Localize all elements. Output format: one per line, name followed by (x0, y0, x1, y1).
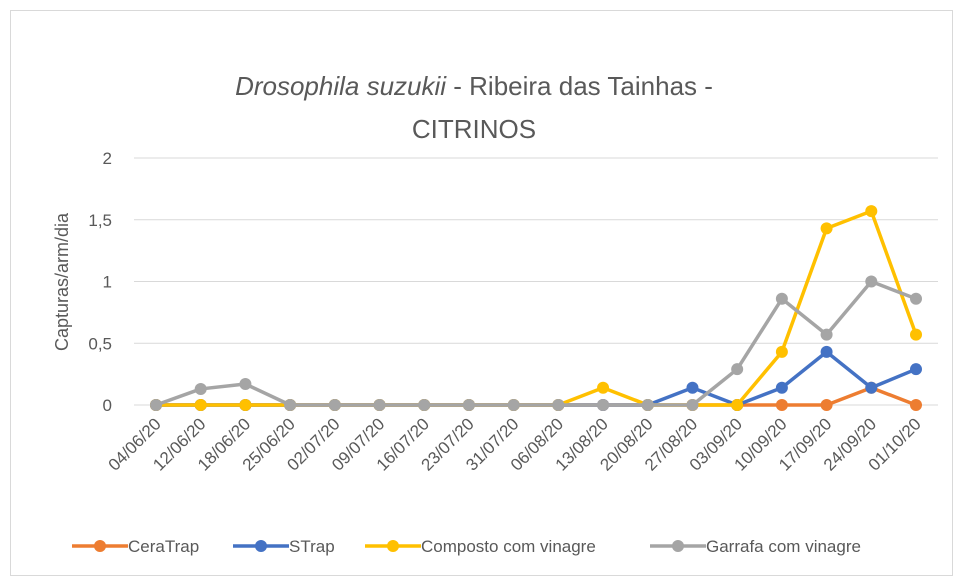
data-point (507, 399, 520, 411)
chart-frame (10, 10, 953, 576)
data-point (731, 399, 744, 411)
y-axis-label: Capturas/arm/dia (52, 212, 72, 351)
legend-item: Garrafa com vinagre (650, 537, 861, 556)
legend-marker (387, 540, 399, 552)
title-part: Drosophila suzukii (235, 71, 447, 101)
legend-marker (255, 540, 267, 552)
legend-item: CeraTrap (72, 537, 199, 556)
legend-label: Composto com vinagre (421, 537, 596, 556)
data-point (865, 275, 878, 288)
data-point (239, 399, 252, 411)
data-point (910, 328, 922, 341)
data-point (910, 363, 922, 376)
data-point (552, 399, 565, 411)
y-tick-label: 1,5 (88, 211, 112, 230)
data-point (462, 399, 475, 411)
data-point (597, 399, 610, 411)
y-tick-label: 0,5 (88, 334, 112, 353)
chart-title: CITRINOS (412, 114, 536, 144)
legend-label: CeraTrap (128, 537, 199, 556)
data-point (194, 382, 207, 395)
data-point (820, 328, 833, 341)
legend-marker (672, 540, 684, 552)
data-point (686, 399, 699, 411)
data-point (820, 222, 833, 235)
data-point (820, 345, 833, 358)
data-point (775, 399, 788, 411)
data-point (328, 399, 341, 411)
data-point (820, 399, 833, 411)
legend-label: STrap (289, 537, 335, 556)
data-point (775, 345, 788, 358)
series-line (155, 279, 917, 407)
data-point (686, 381, 699, 394)
data-point (865, 205, 878, 218)
data-point (910, 399, 922, 411)
y-tick-label: 0 (103, 396, 112, 415)
title-part: - Ribeira das Tainhas - (446, 71, 713, 101)
data-point (150, 399, 162, 411)
legend-item: Composto com vinagre (365, 537, 596, 556)
y-tick-label: 2 (103, 149, 112, 168)
data-point (775, 381, 788, 394)
data-point (373, 399, 386, 411)
legend-item: STrap (233, 537, 335, 556)
data-point (775, 292, 788, 305)
data-point (731, 363, 744, 376)
data-point (597, 381, 610, 394)
chart-title: Drosophila suzukii - Ribeira das Tainhas… (235, 71, 713, 101)
data-point (641, 399, 654, 411)
data-point (239, 378, 252, 391)
data-point (418, 399, 431, 411)
data-point (910, 292, 922, 305)
y-tick-label: 1 (103, 273, 112, 292)
legend-label: Garrafa com vinagre (706, 537, 861, 556)
data-point (865, 381, 878, 394)
data-point (194, 399, 207, 411)
data-point (284, 399, 297, 411)
legend-marker (94, 540, 106, 552)
